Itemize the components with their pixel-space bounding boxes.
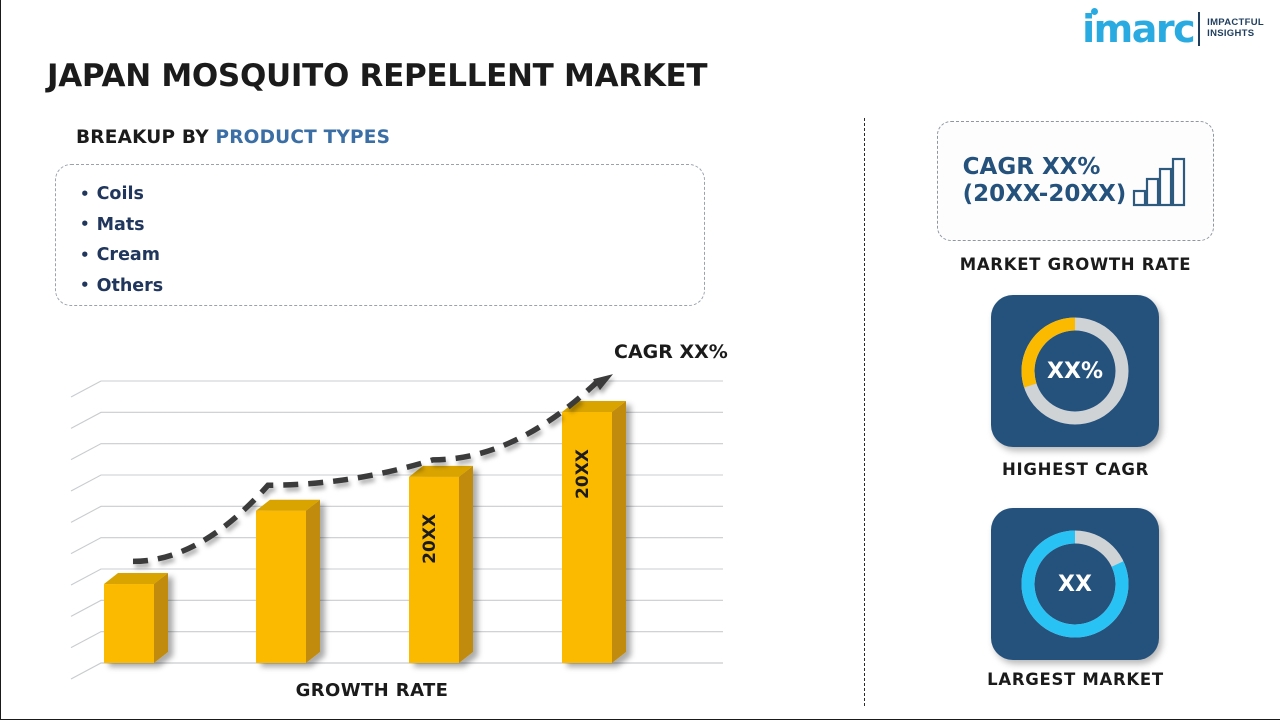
logo-wordmark: imarc [1082,7,1196,51]
chart-gridlines [70,380,723,649]
chart-bar [562,401,626,663]
logo-tagline-line2: INSIGHTS [1207,28,1255,39]
chart-svg: 20XX 20XX [70,374,723,680]
bar-value-label: 20XX [573,449,593,499]
chart-bar [104,573,168,663]
subtitle-prefix: BREAKUP BY [76,127,216,148]
panel-divider [864,118,865,706]
list-item-label: Cream [96,245,160,266]
chart-floor-edge [70,662,723,680]
logo-divider [1198,12,1201,46]
bar-chart-icon [1133,157,1186,207]
list-item-label: Coils [96,184,144,205]
bar-value-label: 20XX [420,514,440,564]
highest-cagr-tile: XX% [991,295,1159,447]
cagr-line1: CAGR XX% [962,153,1101,180]
logo-tagline-line1: IMPACTFUL [1207,17,1264,29]
cagr-text: CAGR XX% (20XX-20XX) [963,154,1127,208]
subtitle-highlight: PRODUCT TYPES [215,127,391,148]
trend-arrowhead [593,374,613,391]
chart-cagr-label: CAGR XX% [614,341,728,363]
chart-bars: 20XX 20XX [104,401,626,663]
product-types-box: • Coils • Mats • Cream • Others [55,164,705,306]
bullet-icon: • [80,245,90,264]
market-growth-rate-label: MARKET GROWTH RATE [959,255,1192,274]
donut-arc [1021,317,1076,388]
highest-cagr-value: XX% [1047,358,1103,384]
highest-cagr-label: HIGHEST CAGR [1002,460,1149,479]
list-item: • Cream [80,240,704,271]
chart-trendline [132,374,613,565]
list-item-label: Mats [96,214,145,235]
page-title: JAPAN MOSQUITO REPELLENT MARKET [47,58,708,94]
bullet-icon: • [80,276,90,295]
imarc-logo: imarc IMPACTFUL INSIGHTS [1082,7,1264,51]
chart-bar [256,499,320,663]
list-item: • Coils [80,179,704,210]
list-item-label: Others [96,275,164,296]
growth-rate-chart: 20XX 20XX CAGR XX% [63,335,743,695]
donut-arc [1021,530,1129,638]
highest-cagr-donut [1021,317,1129,425]
logo-tagline: IMPACTFUL INSIGHTS [1207,17,1264,40]
cagr-line2: (20XX-20XX) [962,181,1127,207]
chart-bar [409,465,473,663]
list-item: • Mats [80,210,704,241]
bullet-icon: • [80,184,90,203]
list-item: • Others [80,271,704,302]
logo-wordmark-wrap: imarc [1082,7,1196,51]
market-growth-rate-box: CAGR XX% (20XX-20XX) [937,121,1214,241]
bullet-icon: • [80,215,90,234]
largest-market-tile: XX [991,508,1159,660]
largest-market-donut [1021,530,1129,638]
logo-dot-icon [1091,8,1099,15]
chart-x-axis-label: GROWTH RATE [295,680,449,701]
largest-market-label: LARGEST MARKET [987,670,1164,689]
largest-market-value: XX [1058,571,1092,597]
section-subtitle: BREAKUP BY PRODUCT TYPES [76,127,390,148]
